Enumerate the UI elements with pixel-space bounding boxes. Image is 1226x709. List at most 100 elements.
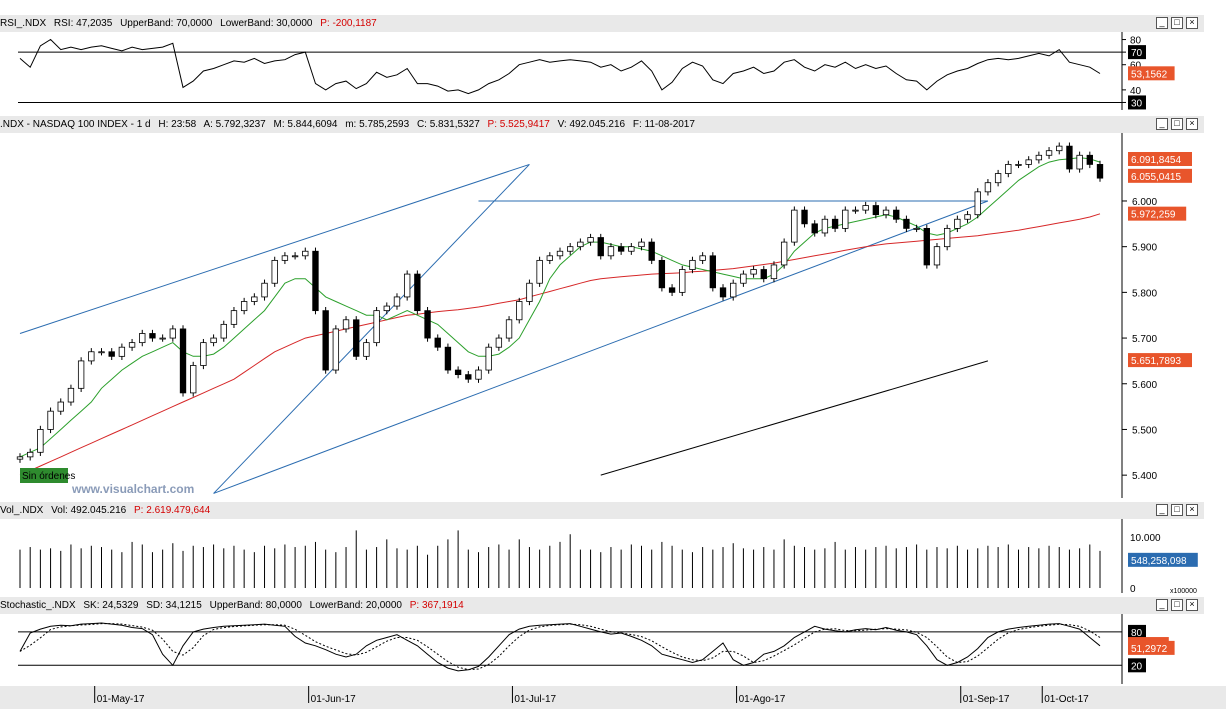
rsi-tick-label: 80 xyxy=(1130,36,1142,47)
candle-body xyxy=(1005,164,1012,174)
candle-body xyxy=(791,209,798,243)
candle-body xyxy=(882,209,890,216)
stochastic-p-value: P: 367,1914 xyxy=(409,600,464,611)
candle-body xyxy=(964,214,971,220)
candle-body xyxy=(444,346,452,371)
candle-body xyxy=(628,246,635,252)
price-window-controls: _ □ × xyxy=(1156,118,1198,130)
moving-average-short xyxy=(19,157,1101,458)
candle-body xyxy=(67,387,75,403)
close-icon[interactable]: × xyxy=(1186,118,1198,130)
close-icon[interactable]: × xyxy=(1186,17,1198,29)
rsi-badge-upper: 70 xyxy=(1131,48,1143,59)
rsi-badge-lower-bg xyxy=(1128,95,1146,110)
rsi-badge-upper-bg xyxy=(1128,45,1146,60)
rsi-lower-band: LowerBand: 30,0000 xyxy=(220,18,313,29)
volume-tick-label: 10.000 xyxy=(1130,533,1161,544)
price-panel-header: .NDX - NASDAQ 100 INDEX - 1 d H: 23:58 A… xyxy=(0,116,1204,133)
candle-body xyxy=(526,282,533,302)
close-icon[interactable]: × xyxy=(1186,599,1198,611)
maximize-icon[interactable]: □ xyxy=(1171,118,1183,130)
minimize-icon[interactable]: _ xyxy=(1156,17,1168,29)
candle-body xyxy=(88,351,95,362)
candle-body xyxy=(485,346,492,371)
stochastic-lower-band: LowerBand: 20,0000 xyxy=(309,600,402,611)
time-tick-label: 01-Jun-17 xyxy=(311,694,356,705)
price-tick-label: 5.800 xyxy=(1132,288,1157,299)
candle-body xyxy=(638,241,645,248)
candle-body xyxy=(179,328,187,394)
moving-average-long xyxy=(19,213,1101,476)
candle-body xyxy=(98,351,105,354)
candle-body xyxy=(974,191,981,216)
maximize-icon[interactable]: □ xyxy=(1171,599,1183,611)
volume-window-controls: _ □ × xyxy=(1156,504,1198,516)
trend-line-4 xyxy=(600,360,989,476)
candle-body xyxy=(842,209,849,229)
price-hour: H: 23:58 xyxy=(158,119,197,130)
candle-body xyxy=(923,227,930,266)
volume-p-value: P: 2.619.479,644 xyxy=(134,505,211,516)
candle-body xyxy=(251,296,258,302)
minimize-icon[interactable]: _ xyxy=(1156,599,1168,611)
candle-body xyxy=(454,369,462,376)
price-date: F: 11-08-2017 xyxy=(632,119,695,130)
price-badge-0: 6.091,8454 xyxy=(1131,155,1181,166)
candle-body xyxy=(271,259,278,284)
stochastic-badge-sd: 51,2972 xyxy=(1131,644,1168,655)
candle-body xyxy=(719,287,727,298)
plots-layer: 80 60 40 70 30 53,1562 5.400 5.500 5.600 5.700 5.8… xyxy=(0,32,1226,709)
time-tick-label: 01-Jul-17 xyxy=(514,694,556,705)
candle-body xyxy=(617,246,625,252)
volume-panel-header: Vol_.NDX Vol: 492.045.216 P: 2.619.479,6… xyxy=(0,502,1204,519)
candle-body xyxy=(831,218,839,229)
candle-body xyxy=(16,456,24,460)
candle-body xyxy=(1066,145,1073,170)
price-volume: V: 492.045.216 xyxy=(557,119,626,130)
candle-body xyxy=(434,337,441,348)
stochastic-badge-lower: 20 xyxy=(1131,661,1143,672)
volume-badge: 548,258,098 xyxy=(1131,556,1187,567)
candle-body xyxy=(57,401,64,412)
price-tick-label: 5.400 xyxy=(1132,471,1157,482)
stochastic-upper-band: UpperBand: 80,0000 xyxy=(209,600,302,611)
candle-body xyxy=(556,250,564,257)
price-badge-2: 5.972,259 xyxy=(1131,210,1176,221)
candle-body xyxy=(1086,154,1093,165)
maximize-icon[interactable]: □ xyxy=(1171,504,1183,516)
stochastic-badge-upper-bg xyxy=(1128,624,1146,639)
close-icon[interactable]: × xyxy=(1186,504,1198,516)
minimize-icon[interactable]: _ xyxy=(1156,504,1168,516)
candle-body xyxy=(852,209,859,212)
time-axis-bg xyxy=(0,686,1226,709)
stochastic-badge-sd-bg xyxy=(1128,640,1175,655)
candle-body xyxy=(77,360,85,389)
candle-body xyxy=(770,264,778,280)
candle-body xyxy=(291,255,299,258)
price-tick-label: 5.600 xyxy=(1132,380,1157,391)
candle-body xyxy=(546,255,553,261)
candle-body xyxy=(658,259,666,289)
candle-body xyxy=(169,328,177,339)
stochastic-d-line xyxy=(19,623,1101,671)
candle-body xyxy=(118,346,126,357)
candle-body xyxy=(730,282,737,298)
price-open: A: 5.792,3237 xyxy=(203,119,266,130)
stochastic-badge-lower-bg xyxy=(1128,658,1146,673)
rsi-p-value: P: -200,1187 xyxy=(320,18,377,29)
volume-value: Vol: 492.045.216 xyxy=(51,505,127,516)
minimize-icon[interactable]: _ xyxy=(1156,118,1168,130)
price-tick-label: 6.000 xyxy=(1132,197,1157,208)
candle-body xyxy=(689,259,696,270)
candle-body xyxy=(862,205,869,211)
candle-body xyxy=(567,246,574,252)
maximize-icon[interactable]: □ xyxy=(1171,17,1183,29)
price-badge-1: 6.055,0415 xyxy=(1131,172,1181,183)
rsi-indicator-name: RSI_.NDX xyxy=(0,18,47,29)
candle-body xyxy=(190,365,197,394)
price-badge-3-bg xyxy=(1128,353,1192,368)
time-tick-label: 01-Sep-17 xyxy=(963,694,1010,705)
candle-body xyxy=(139,333,146,344)
candle-body xyxy=(893,209,900,220)
